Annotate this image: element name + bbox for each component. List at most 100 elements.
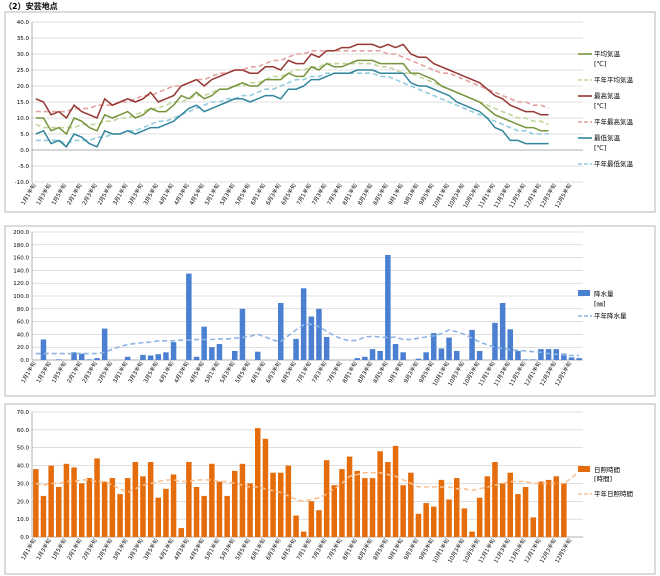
bar bbox=[117, 494, 123, 537]
bar bbox=[545, 479, 552, 537]
bar bbox=[140, 354, 146, 360]
chart-panel-1 bbox=[4, 11, 656, 213]
bar bbox=[193, 487, 200, 537]
bar bbox=[232, 351, 238, 360]
y-tick-label: 0.0 bbox=[20, 535, 29, 541]
bar bbox=[186, 462, 192, 537]
bar bbox=[476, 497, 483, 537]
bar bbox=[469, 531, 475, 537]
bar bbox=[285, 465, 292, 537]
series-line-min-temp bbox=[35, 69, 549, 148]
legend-label: 日照時間 bbox=[594, 466, 620, 474]
y-tick-label: 40.0 bbox=[17, 332, 30, 338]
bar bbox=[316, 308, 322, 360]
bar bbox=[499, 483, 506, 537]
legend-label: 平均気温 bbox=[594, 49, 621, 58]
bar bbox=[446, 337, 452, 360]
bar bbox=[400, 352, 406, 360]
y-tick-label: 0.0 bbox=[20, 358, 29, 364]
y-tick-label: 40.0 bbox=[17, 464, 30, 470]
bar bbox=[461, 508, 468, 537]
bar bbox=[71, 467, 77, 537]
legend-swatch bbox=[578, 466, 590, 472]
bar bbox=[530, 517, 536, 537]
bar bbox=[86, 359, 93, 360]
bar bbox=[293, 515, 299, 537]
legend-label: [℃] bbox=[594, 144, 606, 152]
bar bbox=[216, 481, 223, 537]
bar bbox=[33, 469, 39, 537]
y-tick-label: 30.0 bbox=[17, 52, 30, 58]
legend-label: [㎜] bbox=[594, 300, 606, 308]
legend-label: 平年日照時間 bbox=[594, 489, 633, 498]
bar bbox=[392, 344, 399, 360]
bar bbox=[209, 347, 215, 360]
bar bbox=[239, 308, 246, 360]
series-line-mean-temp-normal bbox=[35, 62, 549, 129]
bar bbox=[140, 476, 146, 537]
bar bbox=[507, 329, 513, 360]
bar bbox=[278, 303, 284, 360]
bar bbox=[331, 485, 337, 537]
bar bbox=[293, 338, 299, 360]
bar bbox=[415, 513, 422, 537]
y-tick-label: 120.0 bbox=[13, 281, 29, 287]
bar bbox=[63, 463, 70, 537]
y-tick-label: 10.0 bbox=[17, 116, 30, 122]
bar bbox=[155, 354, 161, 360]
bar bbox=[308, 501, 315, 537]
bar bbox=[408, 472, 414, 537]
bar bbox=[147, 355, 154, 360]
bar bbox=[369, 349, 376, 360]
legend-label: 平年降水量 bbox=[594, 311, 627, 320]
bar bbox=[515, 494, 521, 537]
bar bbox=[101, 481, 108, 537]
bar bbox=[216, 344, 223, 360]
bar bbox=[385, 462, 391, 537]
bar bbox=[454, 351, 460, 360]
series-line-normal bbox=[35, 323, 580, 357]
bar bbox=[362, 478, 368, 537]
y-tick-label: 30.0 bbox=[17, 481, 30, 487]
bar bbox=[316, 510, 322, 537]
bar bbox=[209, 463, 215, 537]
bar bbox=[400, 485, 406, 537]
bar bbox=[377, 451, 383, 537]
legend-label: 最低気温 bbox=[594, 133, 621, 142]
bar bbox=[454, 478, 460, 537]
bar bbox=[538, 349, 544, 360]
legend-label: 平年平均気温 bbox=[594, 75, 634, 84]
series-line-max-temp bbox=[35, 43, 549, 120]
bar bbox=[201, 326, 207, 360]
bar bbox=[193, 356, 200, 360]
bar bbox=[239, 463, 246, 537]
y-tick-label: 10.0 bbox=[17, 517, 30, 523]
y-tick-label: -10.0 bbox=[15, 180, 30, 186]
bar bbox=[124, 356, 131, 360]
page-title: （2）安芸地点 bbox=[4, 2, 58, 11]
bar bbox=[385, 255, 391, 360]
bar bbox=[132, 462, 139, 537]
y-tick-label: 140.0 bbox=[13, 268, 29, 274]
bar bbox=[178, 528, 184, 537]
bar bbox=[224, 495, 230, 537]
bar bbox=[247, 483, 253, 537]
y-tick-label: 200.0 bbox=[13, 230, 29, 236]
y-tick-label: 40.0 bbox=[17, 20, 30, 26]
y-tick-label: 25.0 bbox=[17, 68, 30, 74]
bar bbox=[354, 358, 360, 360]
bar bbox=[300, 531, 307, 537]
legend-label: [時間] bbox=[594, 475, 612, 483]
legend-label: [℃] bbox=[594, 102, 606, 110]
bar bbox=[438, 479, 445, 537]
bar bbox=[469, 329, 475, 360]
bar bbox=[423, 352, 429, 360]
bar bbox=[308, 316, 315, 360]
bar bbox=[561, 483, 567, 537]
bar bbox=[94, 458, 100, 537]
bar bbox=[346, 456, 353, 537]
bar bbox=[170, 474, 177, 537]
bar bbox=[522, 487, 529, 537]
bar bbox=[415, 358, 422, 360]
